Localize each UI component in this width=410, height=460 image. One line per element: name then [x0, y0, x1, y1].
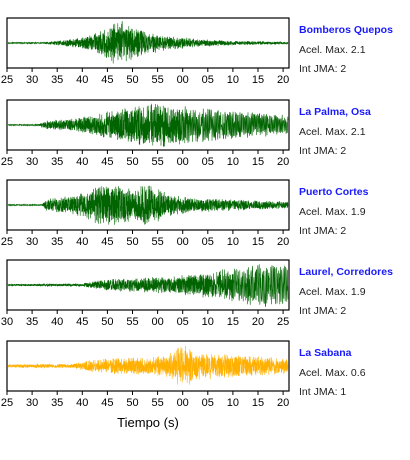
station-name: Laurel, Corredores: [299, 266, 393, 278]
x-tick-label: 25: [277, 316, 289, 328]
x-tick-label: 20: [277, 236, 289, 248]
max-acceleration-label: Acel. Max. 2.1: [299, 126, 366, 138]
x-tick-label: 40: [76, 236, 88, 248]
x-tick-label: 50: [126, 74, 138, 86]
panel-frame: [6, 99, 290, 151]
x-tick-label: 20: [252, 316, 264, 328]
max-acceleration-label: Acel. Max. 0.6: [299, 367, 366, 379]
x-tick-label: 45: [101, 74, 113, 86]
jma-intensity-label: Int JMA: 2: [299, 305, 346, 317]
station-name: La Sabana: [299, 347, 352, 359]
x-tick-label: 05: [202, 236, 214, 248]
jma-intensity-label: Int JMA: 2: [299, 145, 346, 157]
x-tick-label: 10: [227, 236, 239, 248]
x-tick-label: 10: [227, 74, 239, 86]
x-tick-label: 05: [202, 74, 214, 86]
x-tick-label: 00: [177, 74, 189, 86]
panel-frame: [6, 179, 290, 231]
x-tick-label: 10: [227, 397, 239, 409]
x-tick-label: 05: [202, 397, 214, 409]
x-tick-label: 55: [126, 316, 138, 328]
x-tick-label: 40: [76, 74, 88, 86]
x-tick-label: 25: [1, 236, 13, 248]
x-tick-label: 15: [252, 236, 264, 248]
x-tick-label: 35: [51, 156, 63, 168]
x-tick-label: 50: [126, 236, 138, 248]
x-tick-label: 20: [277, 397, 289, 409]
x-tick-label: 00: [177, 156, 189, 168]
x-axis-label: Tiempo (s): [117, 415, 179, 430]
x-tick-label: 15: [227, 316, 239, 328]
x-tick-label: 00: [151, 316, 163, 328]
x-tick-label: 50: [126, 156, 138, 168]
x-tick-label: 25: [1, 397, 13, 409]
x-tick-label: 15: [252, 74, 264, 86]
x-tick-label: 10: [227, 156, 239, 168]
max-acceleration-label: Acel. Max. 1.9: [299, 286, 366, 298]
x-tick-label: 35: [26, 316, 38, 328]
x-tick-label: 30: [26, 156, 38, 168]
jma-intensity-label: Int JMA: 2: [299, 225, 346, 237]
jma-intensity-label: Int JMA: 2: [299, 63, 346, 75]
x-tick-label: 45: [101, 397, 113, 409]
waveform-trace: [7, 103, 289, 147]
x-tick-label: 10: [202, 316, 214, 328]
x-tick-label: 35: [51, 397, 63, 409]
x-tick-label: 20: [277, 156, 289, 168]
x-tick-label: 45: [101, 236, 113, 248]
x-tick-label: 30: [1, 316, 13, 328]
x-tick-label: 40: [51, 316, 63, 328]
x-tick-label: 25: [1, 74, 13, 86]
x-tick-label: 00: [177, 236, 189, 248]
max-acceleration-label: Acel. Max. 2.1: [299, 44, 366, 56]
x-tick-label: 55: [151, 156, 163, 168]
x-tick-label: 55: [151, 397, 163, 409]
x-tick-label: 50: [126, 397, 138, 409]
x-tick-label: 40: [76, 156, 88, 168]
panel-frame: [6, 17, 290, 69]
x-tick-label: 05: [202, 156, 214, 168]
x-tick-label: 20: [277, 74, 289, 86]
waveform-trace: [7, 264, 289, 307]
x-tick-label: 00: [177, 397, 189, 409]
waveform-trace: [7, 345, 289, 385]
x-tick-label: 25: [1, 156, 13, 168]
x-tick-label: 30: [26, 397, 38, 409]
x-tick-label: 40: [76, 397, 88, 409]
panel-frame: [6, 259, 290, 311]
x-tick-label: 45: [76, 316, 88, 328]
x-tick-label: 55: [151, 74, 163, 86]
max-acceleration-label: Acel. Max. 1.9: [299, 206, 366, 218]
station-name: Bomberos Quepos: [299, 24, 393, 36]
jma-intensity-label: Int JMA: 1: [299, 386, 346, 398]
x-tick-label: 30: [26, 236, 38, 248]
waveform-trace: [7, 21, 289, 64]
x-tick-label: 30: [26, 74, 38, 86]
waveform-trace: [7, 185, 289, 225]
station-name: Puerto Cortes: [299, 186, 369, 198]
x-tick-label: 05: [177, 316, 189, 328]
station-name: La Palma, Osa: [299, 106, 371, 118]
panel-frame: [6, 340, 290, 392]
x-tick-label: 35: [51, 74, 63, 86]
x-tick-label: 55: [151, 236, 163, 248]
x-tick-label: 50: [101, 316, 113, 328]
x-tick-label: 35: [51, 236, 63, 248]
x-tick-label: 45: [101, 156, 113, 168]
x-tick-label: 15: [252, 156, 264, 168]
x-tick-label: 15: [252, 397, 264, 409]
